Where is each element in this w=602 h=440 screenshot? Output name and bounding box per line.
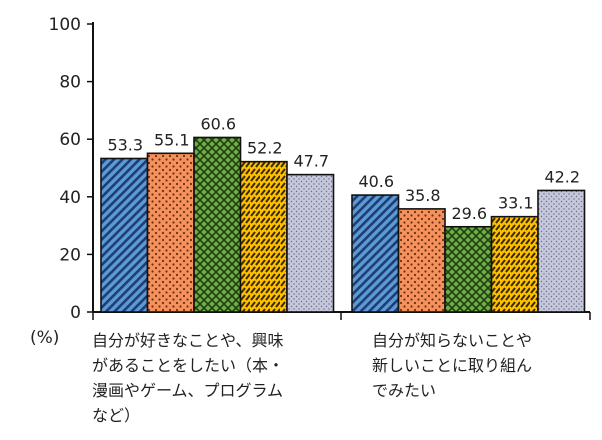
bar-group1-series3 — [193, 136, 242, 313]
bar-value-label: 55.1 — [154, 130, 190, 149]
bar-group1-series4 — [239, 160, 288, 313]
bar-group1-series5 — [286, 173, 335, 313]
bar-group1-series2 — [146, 152, 195, 313]
bar-group2-series4 — [490, 215, 539, 313]
y-tick-label: 60 — [59, 130, 81, 150]
y-tick-label: 80 — [59, 73, 81, 93]
category-label-line: など） — [92, 406, 141, 425]
y-tick-label: 100 — [49, 15, 81, 35]
bar-value-label: 60.6 — [200, 114, 236, 133]
bar-group2-series1 — [351, 194, 400, 313]
bar-value-label: 47.7 — [293, 152, 329, 171]
y-tick-label: 0 — [70, 303, 81, 323]
bar-value-label: 29.6 — [451, 204, 487, 223]
category-label-line: でみたい — [372, 381, 437, 400]
bar-group2-series2 — [397, 208, 446, 313]
y-tick-label: 40 — [59, 188, 81, 208]
bar-value-label: 35.8 — [405, 186, 441, 205]
bar-value-label: 40.6 — [358, 172, 394, 191]
bar-value-label: 33.1 — [498, 194, 534, 213]
y-tick-label: 20 — [59, 245, 81, 265]
category-label-favorite-things: 自分が好きなことや、興味 があることをしたい（本・ 漫画やゲーム、プログラム など） — [92, 328, 284, 428]
bar-group2-series3 — [444, 225, 493, 313]
category-label-line: 漫画やゲーム、プログラム — [92, 381, 284, 400]
bar-value-label: 42.2 — [544, 167, 580, 186]
bar-group1-series1 — [100, 157, 149, 313]
bar-group2-series5 — [537, 189, 586, 313]
y-axis-unit-label: (%) — [30, 328, 60, 348]
bar-value-label: 52.2 — [247, 139, 283, 158]
category-label-line: があることをしたい（本・ — [92, 356, 285, 375]
bar-value-label: 53.3 — [107, 135, 143, 154]
category-label-line: 新しいことに取り組ん — [372, 356, 533, 375]
category-label-line: 自分が好きなことや、興味 — [92, 331, 284, 350]
category-label-new-things: 自分が知らないことや 新しいことに取り組ん でみたい — [372, 328, 532, 403]
category-label-line: 自分が知らないことや — [372, 331, 533, 350]
